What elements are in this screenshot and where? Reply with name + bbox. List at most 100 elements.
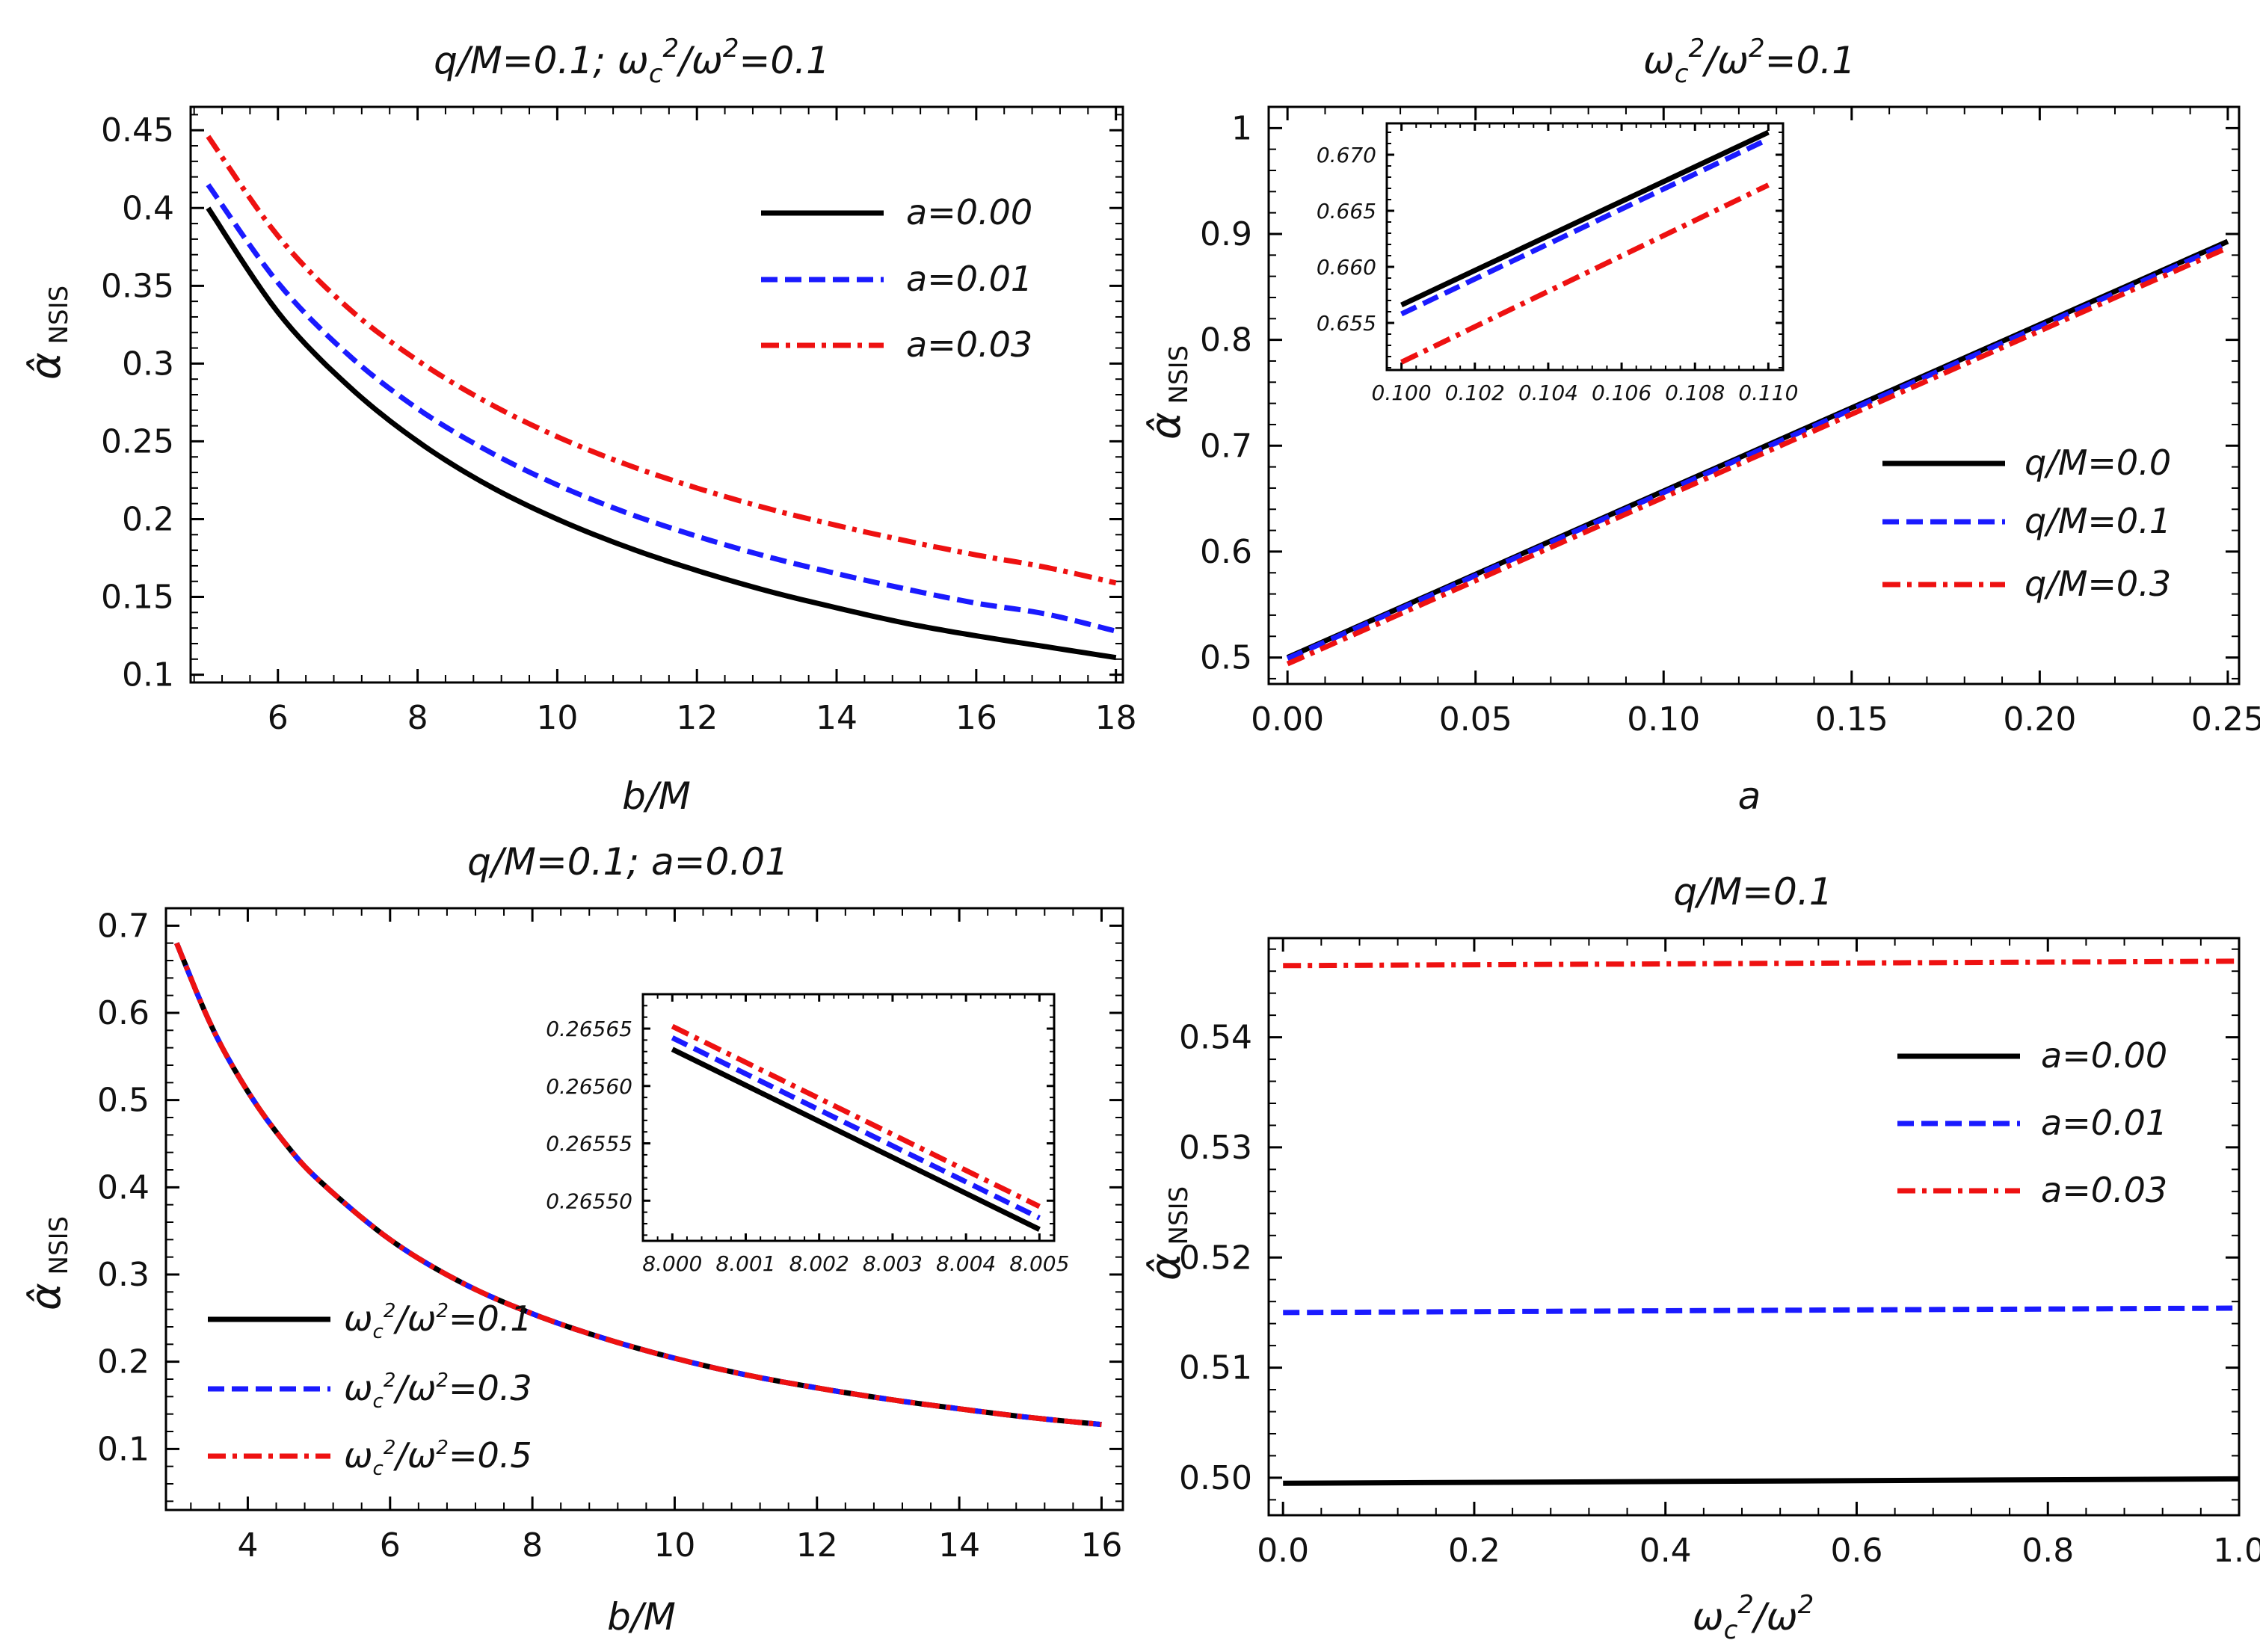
y-tick-label: 0.5 (1200, 639, 1252, 677)
x-tick-label: 8.005 (1009, 1251, 1069, 1276)
x-tick-label: 4 (237, 1526, 258, 1565)
x-tick-label: 12 (796, 1526, 838, 1565)
y-tick-label: 0.2 (97, 1343, 150, 1381)
x-tick-label: 0.110 (1738, 380, 1798, 405)
y-tick-label: 0.660 (1317, 255, 1376, 280)
x-tick-label: 14 (816, 699, 857, 737)
x-tick-label: 10 (536, 699, 578, 737)
series-dashed-blue (1283, 1305, 2240, 1316)
panel-bottom-right: q/M=0.1 0.0 0.2 0.4 0.6 0.8 1.00.500.510.520.… (1142, 870, 2260, 1645)
x-tick-label: 10 (653, 1526, 695, 1565)
x-tick-label: 0.102 (1445, 380, 1505, 405)
series-solid-black (206, 206, 1117, 661)
panel-top-right: ωc2/ω2=0.1 0.00 0.05 0.10 0.15 0.20 0.250.50.… (1142, 34, 2260, 818)
y-tick-label: 0.3 (122, 345, 174, 383)
panel2-series (1286, 238, 2229, 667)
panel3-y-label: α̂ NSIS (22, 1216, 74, 1310)
y-tick-label: 0.1 (97, 1430, 150, 1468)
x-tick-label: 12 (676, 699, 718, 737)
panel4-x-label: ωc2/ω2 (1693, 1590, 1814, 1645)
panel-bottom-left: q/M=0.1; a=0.01 4 6 8 10 12 14 16 0.1 0.2 0.3 0.4 0… (22, 840, 1124, 1639)
y-tick-label: 0.9 (1200, 215, 1252, 253)
panel4-legend: a=0.00 a=0.01 a=0.03 (1897, 1035, 2167, 1210)
legend-label-q00: q/M=0.0 (2025, 443, 2171, 483)
series-dashed-blue (1286, 241, 2229, 662)
y-tick-label: 0.5 (97, 1082, 150, 1120)
y-tick-label: 1 (1231, 109, 1252, 147)
panel2-legend: q/M=0.0 q/M=0.1 q/M=0.3 (1882, 443, 2171, 604)
series-dashed-blue (206, 183, 1117, 634)
legend-label-b001: a=0.01 (2041, 1103, 2167, 1143)
panel3-legend: ωc2/ω2=0.1 ωc2/ω2=0.3 ωc2/ω2=0.5 (208, 1298, 532, 1480)
panel3-plot-frame (164, 907, 1124, 1511)
x-tick-label: 0.20 (2003, 700, 2076, 739)
panel3-ticks: 4 6 8 10 12 14 16 0.1 0.2 0.3 0.4 0.5 0.6 0.7 (97, 907, 1123, 1565)
y-tick-label: 0.2 (122, 500, 174, 538)
panel4-y-label: α̂ NSIS (1142, 1186, 1194, 1280)
y-tick-label: 0.670 (1317, 143, 1376, 167)
x-tick-label: 8.002 (789, 1251, 849, 1276)
x-tick-label: 16 (1080, 1526, 1122, 1565)
x-tick-label: 8.000 (642, 1251, 702, 1276)
x-tick-label: 8.001 (715, 1251, 775, 1276)
panel2-inset-ticks: 0.100 0.102 0.104 0.106 0.108 0.110 0.655 0.660… (1317, 123, 1798, 405)
panel3-inset: 8.000 8.001 8.002 8.003 8.004 8.005 0.26550 0.2… (546, 993, 1069, 1276)
legend-label-b000: a=0.00 (2041, 1035, 2167, 1076)
y-tick-label: 0.15 (101, 579, 174, 617)
y-tick-label: 0.26565 (546, 1017, 632, 1041)
x-tick-label: 0.25 (2191, 700, 2260, 739)
legend-label-a000: a=0.00 (906, 192, 1032, 232)
y-tick-label: 0.53 (1179, 1129, 1252, 1167)
panel4-ticks: 0.0 0.2 0.4 0.6 0.8 1.0 0.50 0.51 0.52 0.53 0.54 (1179, 938, 2260, 1570)
y-tick-label: 0.4 (122, 189, 174, 227)
y-tick-label: 0.50 (1179, 1459, 1252, 1497)
legend-label-w03: ωc2/ω2=0.3 (344, 1368, 532, 1413)
x-tick-label: 0.100 (1372, 380, 1432, 405)
x-tick-label: 0.00 (1251, 700, 1324, 739)
x-tick-label: 8 (522, 1526, 543, 1565)
panel3-title: q/M=0.1; a=0.01 (467, 840, 789, 884)
x-tick-label: 8.004 (936, 1251, 996, 1276)
series-dashdot-red (671, 1023, 1041, 1209)
x-tick-label: 14 (938, 1526, 980, 1565)
series-solid-black (1283, 1476, 2240, 1486)
legend-label-q03: q/M=0.3 (2025, 564, 2171, 604)
series-dashdot-red (1283, 958, 2240, 969)
x-tick-label: 8 (407, 699, 428, 737)
panel2-plot-frame (1267, 105, 2241, 685)
series-solid-black (1400, 129, 1770, 308)
panel1-y-label: α̂ NSIS (22, 286, 74, 380)
panel3-x-label: b/M (607, 1595, 676, 1639)
panel2-inset-frame (1385, 122, 1785, 372)
y-tick-label: 0.6 (1200, 533, 1252, 571)
x-tick-label: 6 (380, 1526, 401, 1565)
series-dashdot-red (174, 942, 1102, 1428)
series-solid-black (671, 1047, 1041, 1232)
panel4-plot-frame (1267, 937, 2241, 1517)
panel3-inset-frame (641, 993, 1056, 1242)
panel1-x-label: b/M (622, 774, 691, 818)
legend-label-a003: a=0.03 (906, 324, 1032, 365)
panel2-inset: 0.100 0.102 0.104 0.106 0.108 0.110 0.655 0.660… (1317, 122, 1798, 405)
y-tick-label: 0.7 (1200, 427, 1252, 465)
y-tick-label: 0.51 (1179, 1349, 1252, 1387)
y-tick-label: 0.26560 (546, 1074, 632, 1099)
x-tick-label: 16 (955, 699, 997, 737)
series-dashed-blue (1400, 136, 1770, 317)
panel1-series (206, 135, 1117, 661)
y-tick-label: 0.6 (97, 994, 150, 1032)
panel2-title: ωc2/ω2=0.1 (1643, 34, 1856, 89)
y-tick-label: 0.8 (1200, 321, 1252, 360)
x-tick-label: 0.6 (1830, 1532, 1882, 1570)
legend-label-a001: a=0.01 (906, 259, 1032, 299)
x-tick-label: 0.4 (1639, 1532, 1692, 1570)
panel3-inset-ticks: 8.000 8.001 8.002 8.003 8.004 8.005 0.26550 0.2… (546, 993, 1069, 1276)
y-tick-label: 0.665 (1317, 199, 1376, 224)
y-tick-label: 0.7 (97, 907, 150, 945)
panel2-ticks: 0.00 0.05 0.10 0.15 0.20 0.25 0.5 0.6 0.7 0.8 0.9 1 (1200, 106, 2260, 739)
x-tick-label: 0.104 (1518, 380, 1578, 405)
legend-label-b003: a=0.03 (2041, 1170, 2167, 1210)
y-tick-label: 0.1 (122, 656, 174, 694)
x-tick-label: 18 (1095, 699, 1137, 737)
